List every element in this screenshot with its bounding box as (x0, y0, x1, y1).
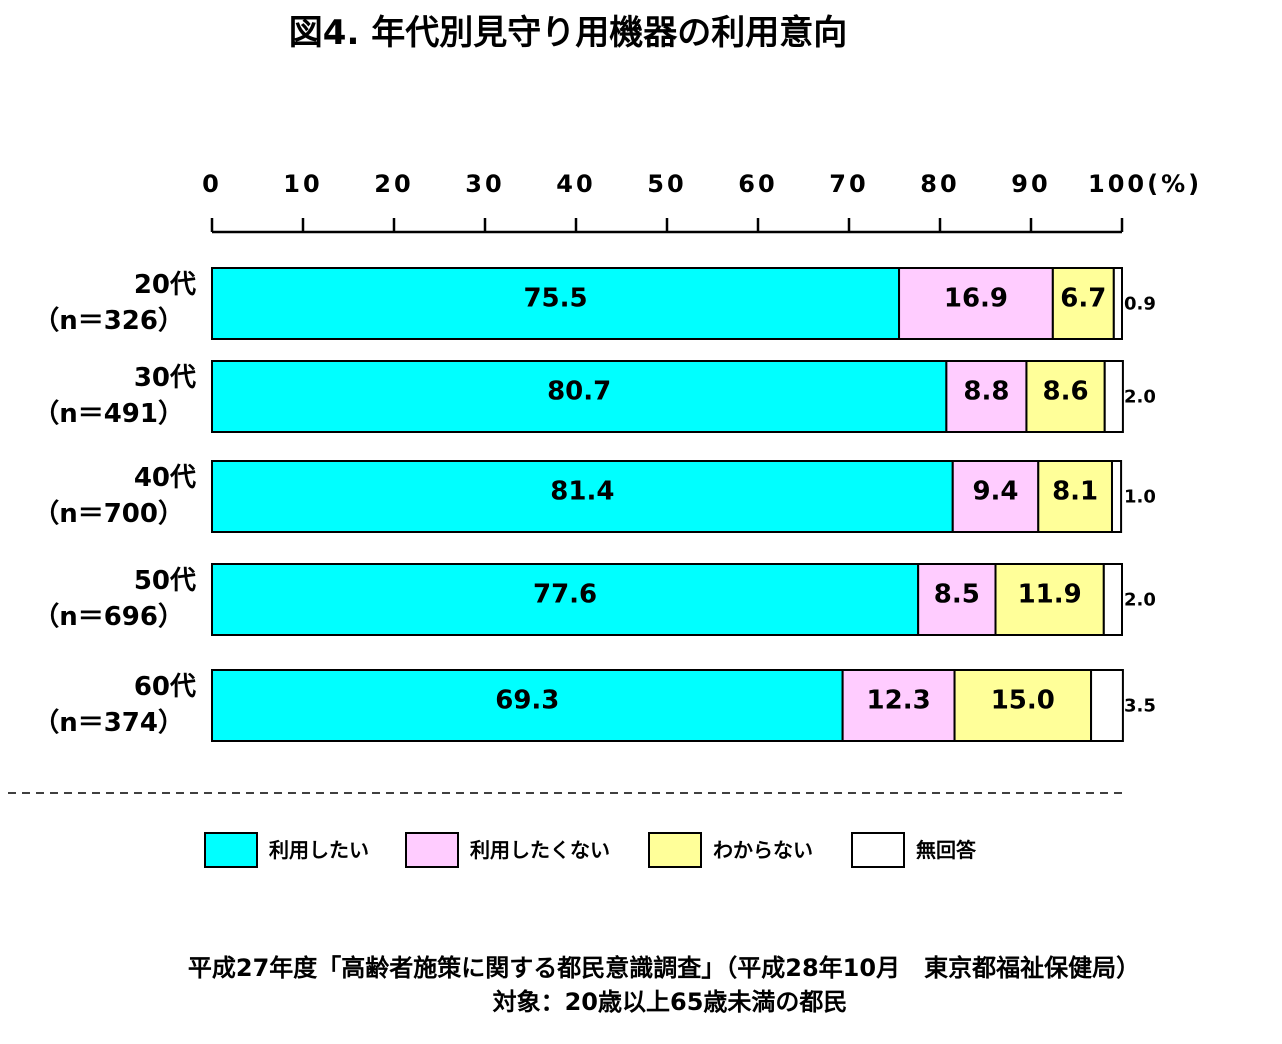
category-label: 60代 (134, 672, 196, 702)
x-tick-label: 100(%) (1088, 170, 1202, 198)
category-label: 30代 (134, 363, 196, 393)
data-label: 8.8 (963, 377, 1009, 407)
category-label: 50代 (134, 566, 196, 596)
bar-segment (211, 267, 901, 340)
data-label: 16.9 (944, 284, 1008, 314)
category-sample-size: （n＝491） (33, 399, 184, 429)
bar-segment (211, 460, 954, 533)
bar-segment (953, 669, 1093, 742)
x-tick-label: 0 (202, 170, 222, 198)
data-label: 69.3 (495, 686, 559, 716)
legend-swatch (405, 832, 459, 868)
x-tick-label: 30 (465, 170, 504, 198)
data-label: 9.4 (972, 477, 1018, 507)
category-sample-size: （n＝696） (33, 602, 184, 632)
data-label: 8.5 (934, 580, 980, 610)
data-label: 75.5 (523, 284, 587, 314)
category-sample-size: （n＝326） (33, 306, 184, 336)
x-tick-label: 50 (647, 170, 686, 198)
data-label: 12.3 (867, 686, 931, 716)
bar-segment (211, 360, 948, 433)
bar-segment (1025, 360, 1106, 433)
bar-segment (1103, 360, 1124, 433)
data-label: 81.4 (550, 477, 614, 507)
data-label: 3.5 (1124, 696, 1156, 717)
x-tick-label: 20 (374, 170, 413, 198)
x-tick-label: 60 (738, 170, 777, 198)
category-sample-size: （n＝374） (33, 708, 184, 738)
bar-segment (945, 360, 1028, 433)
legend-swatch (648, 832, 702, 868)
data-label: 2.0 (1124, 387, 1156, 408)
target-note: 対象：20歳以上65歳未満の都民 (493, 988, 848, 1016)
category-label: 40代 (134, 463, 196, 493)
bar-segment (1112, 267, 1124, 340)
chart-title: 図4. 年代別見守り用機器の利用意向 (289, 13, 847, 53)
legend-label: わからない (713, 838, 813, 862)
data-label: 80.7 (547, 377, 611, 407)
data-label: 0.9 (1124, 294, 1156, 315)
bar-segment (1090, 669, 1124, 742)
legend-label: 利用したくない (470, 838, 610, 862)
bar-segment (1051, 267, 1115, 340)
bar-segment (841, 669, 956, 742)
x-tick-label: 90 (1011, 170, 1050, 198)
legend-label: 無回答 (916, 838, 977, 862)
x-tick-label: 80 (920, 170, 959, 198)
x-axis: 0 10 20 30 40 50 60 70 80 90 100(%) (202, 170, 1202, 234)
bar-segment (211, 563, 920, 636)
bar-segment (211, 669, 844, 742)
category-label: 20代 (134, 270, 196, 300)
legend: 利用したい 利用したくない わからない 無回答 (204, 832, 977, 868)
data-label: 2.0 (1124, 590, 1156, 611)
legend-swatch (204, 832, 258, 868)
bar-segment (1110, 460, 1123, 533)
category-labels: 20代 （n＝326） 30代 （n＝491） 40代 （n＝700） 50代 （n＝696）… (33, 270, 196, 738)
bar-segment (1102, 563, 1124, 636)
x-tick-label: 70 (829, 170, 868, 198)
data-label: 1.0 (1124, 487, 1156, 508)
x-tick-label: 10 (283, 170, 322, 198)
data-label: 77.6 (533, 580, 597, 610)
legend-swatch (851, 832, 905, 868)
data-label: 11.9 (1018, 580, 1082, 610)
bars: 75.5 16.9 6.7 0.9 80.7 8.8 8.6 2.0 81.4 9.4 8.1 1.0… (211, 267, 1156, 742)
bar-segment (898, 267, 1054, 340)
data-label: 6.7 (1060, 284, 1106, 314)
bar-segment (1037, 460, 1113, 533)
category-sample-size: （n＝700） (33, 499, 184, 529)
data-label: 8.1 (1052, 477, 1098, 507)
x-tick-label: 40 (556, 170, 595, 198)
legend-label: 利用したい (269, 838, 369, 862)
data-label: 8.6 (1043, 377, 1089, 407)
source-note: 平成27年度「高齢者施策に関する都民意識調査」（平成28年10月 東京都福祉保健… (188, 954, 1140, 982)
data-label: 15.0 (991, 686, 1055, 716)
bar-segment (917, 563, 997, 636)
